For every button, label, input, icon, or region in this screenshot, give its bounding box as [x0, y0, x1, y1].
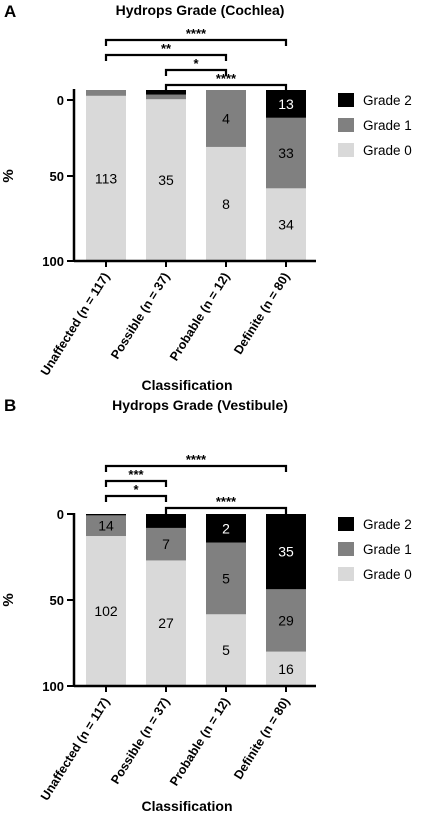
panel-b-vestibule: B Hydrops Grade (Vestibule) % Classifica… — [0, 396, 412, 814]
significance-bracket — [164, 83, 288, 91]
data-label: 34 — [278, 217, 294, 233]
bar-grade-1-1 — [146, 527, 186, 561]
significance-label: **** — [216, 494, 237, 509]
legend-entry: Grade 1 — [363, 118, 412, 133]
x-tick-label: Definite (n = 80) — [231, 270, 292, 357]
significance-label: ** — [161, 41, 172, 56]
data-label: 5 — [222, 642, 230, 658]
y-tick-label: 50 — [50, 593, 64, 608]
significance-label: *** — [128, 467, 144, 482]
legend-entry: Grade 0 — [363, 143, 412, 158]
data-label: 2 — [222, 520, 230, 536]
legend-entry: Grade 1 — [363, 542, 412, 557]
legend: Grade 2 Grade 1 Grade 0 — [338, 517, 412, 582]
chart-title: Hydrops Grade (Vestibule) — [112, 397, 288, 413]
x-axis-label: Classification — [141, 798, 232, 814]
significance-bracket — [164, 506, 288, 514]
significance-label: **** — [186, 452, 207, 467]
significance-bracket — [104, 464, 288, 472]
legend-swatch-grade-0 — [338, 567, 354, 581]
chart-title: Hydrops Grade (Cochlea) — [116, 2, 285, 18]
bar-grade-0-0 — [86, 536, 126, 686]
legend-entry: Grade 0 — [363, 567, 412, 582]
significance-label: * — [193, 56, 199, 71]
legend-swatch-grade-1 — [338, 118, 354, 132]
significance-label: **** — [186, 26, 207, 41]
legend: Grade 2 Grade 1 Grade 0 — [338, 93, 412, 158]
bars: 113 35 8 4 34 33 13 — [86, 90, 306, 262]
x-tick-label: Possible (n = 37) — [108, 695, 172, 786]
significance-bracket — [104, 494, 168, 502]
data-label: 8 — [222, 196, 230, 212]
bar-grade-0-3 — [266, 188, 306, 261]
bar-grade-0-2 — [206, 614, 246, 686]
y-axis-label: % — [0, 169, 17, 182]
significance-brackets: ************ — [104, 452, 288, 514]
legend-swatch-grade-2 — [338, 517, 354, 531]
legend-swatch-grade-2 — [338, 93, 354, 107]
bar-grade-1-3 — [266, 117, 306, 189]
data-label: 113 — [95, 170, 118, 186]
significance-bracket — [104, 53, 228, 61]
data-label: 5 — [222, 570, 230, 586]
data-label: 29 — [278, 612, 294, 628]
x-tick-label: Unaffected (n = 117) — [38, 270, 113, 378]
bar-grade-2-3 — [266, 514, 306, 590]
bar-grade-2-1 — [146, 514, 186, 528]
bar-grade-1-2 — [206, 542, 246, 615]
bar-grade-2-2 — [206, 514, 246, 543]
y-axis-label: % — [0, 593, 17, 606]
bars: 102 14 27 7 5 5 2 16 29 35 — [86, 514, 306, 686]
significance-bracket — [104, 38, 288, 46]
y-tick-label: 50 — [50, 169, 64, 184]
legend-entry: Grade 2 — [363, 93, 412, 108]
bar-grade-0-0 — [86, 95, 126, 262]
data-label: 7 — [162, 536, 170, 552]
bar-grade-0-3 — [266, 651, 306, 686]
bar-grade-0-1 — [146, 99, 186, 261]
panel-letter: A — [4, 2, 16, 21]
bar-grade-1-0 — [86, 90, 126, 96]
y-tick-label: 100 — [42, 679, 64, 694]
bar-grade-1-0 — [86, 515, 126, 537]
y-tick-label: 100 — [42, 254, 64, 269]
data-label: 14 — [98, 518, 114, 534]
bar-grade-1-1 — [146, 94, 186, 100]
data-label: 35 — [158, 172, 174, 188]
data-label: 35 — [278, 544, 294, 560]
significance-bracket — [164, 68, 228, 76]
bar-grade-1-3 — [266, 589, 306, 652]
legend-swatch-grade-0 — [338, 143, 354, 157]
x-tick-label: Definite (n = 80) — [231, 695, 292, 782]
data-label: 4 — [222, 110, 230, 126]
bar-grade-2-0 — [86, 514, 126, 516]
significance-brackets: *********** — [104, 26, 288, 91]
data-label: 33 — [278, 145, 294, 161]
legend-entry: Grade 2 — [363, 517, 412, 532]
x-axis-label: Classification — [141, 377, 232, 393]
panel-letter: B — [4, 396, 16, 415]
bar-grade-2-1 — [146, 90, 186, 95]
x-tick-label: Probable (n = 12) — [167, 695, 232, 788]
data-label: 13 — [278, 96, 294, 112]
significance-bracket — [104, 479, 168, 487]
x-tick-label: Probable (n = 12) — [167, 270, 232, 363]
x-tick-label: Unaffected (n = 117) — [38, 695, 113, 803]
significance-label: **** — [216, 71, 237, 86]
data-label: 102 — [94, 603, 118, 619]
bar-grade-1-2 — [206, 90, 246, 147]
data-label: 16 — [278, 661, 294, 677]
legend-swatch-grade-1 — [338, 542, 354, 556]
significance-label: * — [133, 482, 139, 497]
x-tick-label: Possible (n = 37) — [108, 270, 172, 361]
bar-grade-0-2 — [206, 146, 246, 261]
bar-grade-0-1 — [146, 560, 186, 686]
y-tick-label: 0 — [57, 507, 64, 522]
data-label: 27 — [158, 615, 174, 631]
y-tick-label: 0 — [57, 93, 64, 108]
panel-a-cochlea: A Hydrops Grade (Cochlea) % Classificati… — [0, 2, 412, 393]
bar-grade-2-3 — [266, 90, 306, 118]
